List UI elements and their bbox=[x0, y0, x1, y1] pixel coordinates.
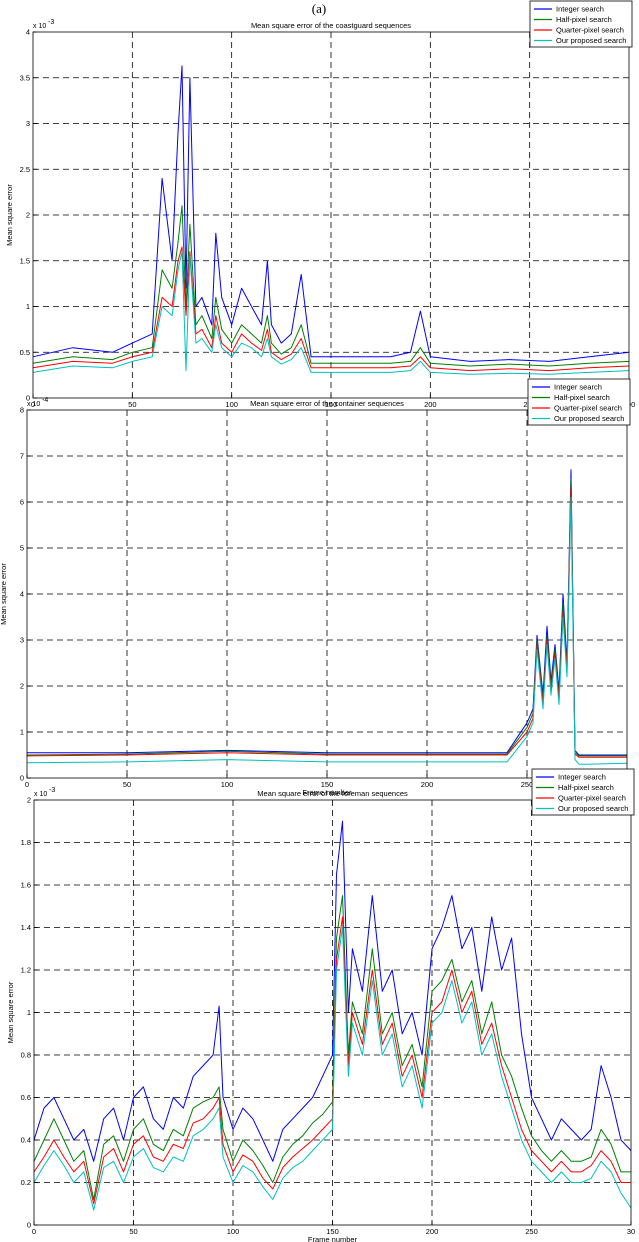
y-tick-label: 0.6 bbox=[21, 1093, 31, 1102]
series-line-integer-search bbox=[32, 65, 630, 362]
x-tick-label: 250 bbox=[525, 1227, 538, 1236]
chart-title: Mean square error of the foreman sequenc… bbox=[257, 789, 408, 798]
axis-scale-factor: x 10-4 bbox=[27, 397, 48, 408]
chart-title: Mean square error of the coastguard sequ… bbox=[251, 21, 411, 30]
legend-entry: Our proposed search bbox=[556, 36, 626, 45]
legend-entry: Quarter-pixel search bbox=[554, 404, 622, 413]
x-tick-label: 0 bbox=[32, 1227, 36, 1236]
x-tick-label: 200 bbox=[426, 1227, 439, 1236]
legend-entry: Quarter-pixel search bbox=[558, 794, 626, 803]
series-line-quarter-pixel-search bbox=[32, 246, 630, 372]
y-tick-label: 1.8 bbox=[21, 838, 31, 847]
y-tick-label: 0.5 bbox=[20, 348, 30, 357]
x-tick-label: 200 bbox=[421, 780, 434, 789]
x-tick-label: 50 bbox=[129, 1227, 137, 1236]
y-tick-label: 4 bbox=[20, 590, 24, 599]
y-tick-label: 0 bbox=[20, 774, 24, 783]
legend-entry: Our proposed search bbox=[554, 414, 624, 423]
x-tick-label: 250 bbox=[521, 780, 534, 789]
grid-lines bbox=[33, 32, 629, 398]
y-tick-label: 6 bbox=[20, 498, 24, 507]
x-axis-label: Frame number bbox=[302, 788, 352, 797]
series-line-integer-search bbox=[33, 820, 632, 1162]
y-tick-label: 7 bbox=[20, 452, 24, 461]
scale-label: x 10 bbox=[27, 401, 40, 408]
legend-entry: Our proposed search bbox=[558, 804, 628, 813]
axis-scale-factor: x 10-3 bbox=[33, 19, 54, 30]
y-axis-label: Mean square error bbox=[0, 563, 8, 625]
x-tick-label: 0 bbox=[31, 400, 35, 409]
x-tick-label: 150 bbox=[325, 400, 338, 409]
legend-entry: Integer search bbox=[556, 5, 604, 14]
y-tick-label: 8 bbox=[20, 406, 24, 415]
x-tick-label: 150 bbox=[321, 780, 334, 789]
series-line-our-proposed-search bbox=[33, 927, 632, 1211]
x-tick-label: 200 bbox=[424, 400, 437, 409]
scale-exponent: -3 bbox=[48, 19, 54, 26]
y-axis-label: Mean square error bbox=[5, 184, 14, 246]
legend-entry: Integer search bbox=[558, 773, 606, 782]
y-tick-label: 1 bbox=[26, 302, 30, 311]
y-tick-label: 0.2 bbox=[21, 1178, 31, 1187]
scale-exponent: -3 bbox=[49, 787, 55, 794]
y-tick-label: 2 bbox=[20, 682, 24, 691]
scale-exponent: -4 bbox=[42, 397, 48, 404]
y-tick-label: 5 bbox=[20, 544, 24, 553]
x-tick-label: 0 bbox=[25, 780, 29, 789]
x-tick-label: 150 bbox=[326, 1227, 339, 1236]
y-tick-label: 2 bbox=[27, 796, 31, 805]
series-line-half-pixel-search bbox=[32, 205, 630, 367]
chart-title: Mean square error of the container seque… bbox=[250, 399, 404, 408]
legend-entry: Half-pixel search bbox=[554, 393, 610, 402]
x-tick-label: 50 bbox=[128, 400, 136, 409]
legend-entry: Integer search bbox=[554, 383, 602, 392]
grid-lines bbox=[27, 410, 627, 778]
x-axis-label: Frame number bbox=[308, 1235, 358, 1242]
x-tick-label: 30 bbox=[627, 1227, 635, 1236]
y-tick-label: 2 bbox=[26, 211, 30, 220]
y-tick-label: 3.5 bbox=[20, 73, 30, 82]
series-line-our-proposed-search bbox=[32, 251, 630, 375]
y-tick-label: 3 bbox=[20, 636, 24, 645]
y-tick-label: 4 bbox=[26, 28, 30, 37]
y-tick-label: 0.8 bbox=[21, 1051, 31, 1060]
y-tick-label: 0 bbox=[26, 394, 30, 403]
chart-panel-1: (a)05010015020025030000.511.522.533.54x … bbox=[5, 0, 635, 417]
y-tick-label: 1 bbox=[27, 1008, 31, 1017]
scale-label: x 10 bbox=[34, 791, 47, 798]
y-tick-label: 1.4 bbox=[21, 923, 31, 932]
legend-entry: Half-pixel search bbox=[558, 783, 614, 792]
legend-entry: Half-pixel search bbox=[556, 15, 612, 24]
x-tick-label: 50 bbox=[123, 780, 131, 789]
series-line-our-proposed-search bbox=[26, 496, 628, 765]
y-tick-label: 1.5 bbox=[20, 256, 30, 265]
y-tick-label: 3 bbox=[26, 119, 30, 128]
x-tick-label: 100 bbox=[227, 1227, 240, 1236]
x-tick-label: 100 bbox=[221, 780, 234, 789]
y-tick-label: 1.6 bbox=[21, 881, 31, 890]
axis-scale-factor: x 10-3 bbox=[34, 787, 55, 798]
legend-entry: Quarter-pixel search bbox=[556, 26, 624, 35]
panel-label: (a) bbox=[312, 1, 326, 16]
y-tick-label: 1.2 bbox=[21, 966, 31, 975]
chart-panel-3: (c)0501001502002503000.20.40.60.811.21.4… bbox=[6, 768, 635, 1242]
y-axis-label: Mean square error bbox=[6, 981, 15, 1043]
scale-label: x 10 bbox=[33, 23, 46, 30]
y-tick-label: 1 bbox=[20, 728, 24, 737]
x-tick-label: 100 bbox=[225, 400, 238, 409]
y-tick-label: 0 bbox=[27, 1221, 31, 1230]
chart-panel-2: (b)050100150200250300012345678x 10-4Mean… bbox=[0, 378, 633, 797]
y-tick-label: 0.4 bbox=[21, 1136, 31, 1145]
y-tick-label: 2.5 bbox=[20, 165, 30, 174]
